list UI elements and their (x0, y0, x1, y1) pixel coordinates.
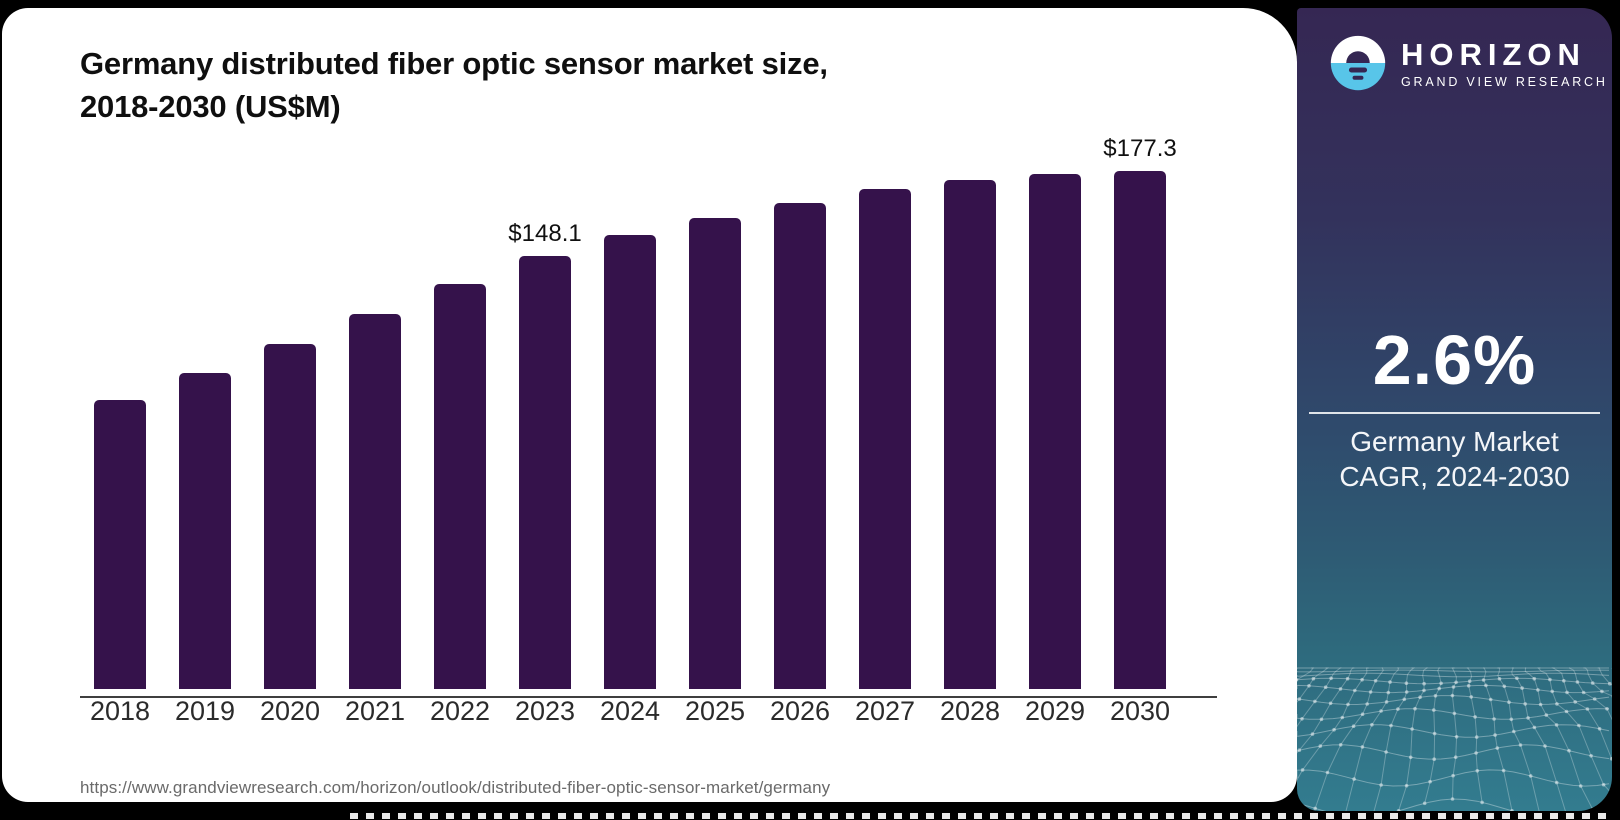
cagr-label-line1: Germany Market (1350, 426, 1559, 457)
brand-logo-row: HORIZON GRAND VIEW RESEARCH (1329, 34, 1608, 92)
brand-text: HORIZON GRAND VIEW RESEARCH (1401, 36, 1608, 89)
chart-title: Germany distributed fiber optic sensor m… (80, 42, 828, 128)
brand-subtitle: GRAND VIEW RESEARCH (1401, 74, 1608, 89)
brand-name: HORIZON (1401, 36, 1586, 72)
chart-title-line1: Germany distributed fiber optic sensor m… (80, 46, 828, 81)
bottom-dash-strip (350, 813, 1612, 819)
wireframe-mesh-decoration (1297, 667, 1612, 811)
chart-title-line2: 2018-2030 (US$M) (80, 89, 341, 124)
source-url: https://www.grandviewresearch.com/horizo… (80, 778, 831, 797)
brand-sidebar: HORIZON GRAND VIEW RESEARCH 2.6% Germany… (1297, 8, 1612, 811)
chart-card: Germany distributed fiber optic sensor m… (2, 8, 1297, 802)
x-axis-line (80, 696, 1217, 698)
stat-divider (1309, 412, 1600, 414)
horizon-sun-logo-icon (1330, 35, 1386, 91)
cagr-label-line2: CAGR, 2024-2030 (1339, 461, 1570, 492)
cagr-label: Germany Market CAGR, 2024-2030 (1297, 424, 1612, 494)
cagr-value: 2.6% (1372, 321, 1537, 399)
